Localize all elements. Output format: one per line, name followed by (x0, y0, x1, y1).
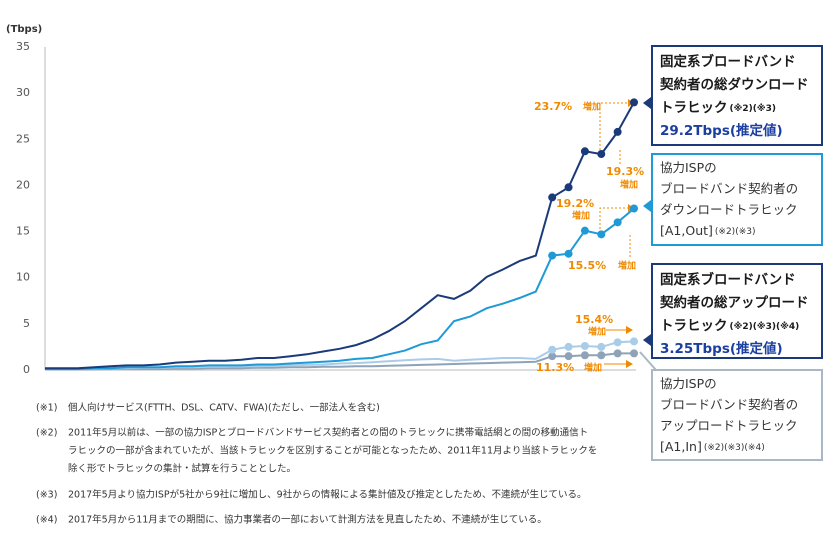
point (564, 352, 573, 361)
callout-line: ダウンロードトラヒック (660, 202, 798, 217)
point (580, 351, 589, 360)
point (597, 351, 606, 360)
footnote-mark: (※1) (36, 403, 57, 414)
y-unit: (Tbps) (6, 24, 42, 35)
callout-line: ブロードバンド契約者の (660, 397, 798, 412)
callout-note: (※2)(※3) (715, 227, 756, 237)
footnote-text: ラヒックの一部が含まれていたが、当該トラヒックを区別することが可能となったため、… (68, 445, 597, 457)
annotation-suffix: 増加 (618, 260, 636, 272)
callout-value: 29.2Tbps(推定値) (660, 122, 783, 139)
annotation-suffix: 増加 (583, 101, 601, 113)
footnote-text: 2017年5月より協力ISPが5社から9社に増加し、9社からの情報による集計値及… (68, 489, 586, 501)
callout-text: アップロードトラヒック (660, 418, 798, 433)
callout-text: 固定系ブロードバンド (660, 271, 796, 288)
annotation-suffix: 増加 (584, 362, 602, 374)
y-tick-label: 35 (16, 40, 30, 53)
callout-note: (※2)(※3) (730, 103, 776, 114)
callout-text: 固定系ブロードバンド (660, 53, 796, 70)
annotation-suffix: 増加 (572, 210, 590, 222)
callout-line: 固定系ブロードバンド (660, 53, 796, 70)
point (613, 338, 622, 347)
callout-line: 協力ISPの (660, 160, 717, 175)
callout-text: 契約者の総ダウンロード (659, 76, 809, 93)
callout-line: [A1,In] (※2)(※3)(※4) (660, 439, 765, 454)
point (613, 349, 622, 358)
callout-line: 固定系ブロードバンド (660, 271, 796, 288)
y-tick-label: 5 (23, 317, 30, 330)
callout-text: 協力ISPの (660, 376, 717, 391)
callout-text: [A1,In] (660, 439, 702, 454)
y-tick-label: 25 (16, 132, 30, 145)
annotation: 23.7% (534, 100, 572, 113)
footnote-mark: (※2) (36, 428, 57, 439)
point (564, 183, 573, 192)
series-line (45, 352, 634, 371)
series-line (45, 101, 635, 370)
point (630, 204, 638, 213)
point (548, 251, 557, 260)
callout-line: 契約者の総アップロード (659, 294, 809, 311)
callout-line: ブロードバンド契約者の (660, 181, 798, 196)
callout-text: ブロードバンド契約者の (660, 181, 798, 196)
callout-line: [A1,Out] (※2)(※3) (660, 223, 756, 238)
annotation-suffix: 増加 (588, 326, 606, 338)
point (597, 230, 606, 239)
point (630, 98, 638, 107)
point (580, 342, 589, 351)
callout-note: (※2)(※3)(※4) (730, 321, 800, 332)
callout-text: トラヒック (660, 318, 728, 334)
callout-line: アップロードトラヒック (660, 418, 798, 433)
point (630, 337, 638, 346)
point (597, 342, 606, 351)
callout-line: 契約者の総ダウンロード (659, 76, 809, 93)
point (564, 342, 573, 351)
footnote-mark: (※3) (36, 490, 57, 501)
point (597, 150, 606, 159)
annotation: 15.4% (575, 313, 613, 326)
y-tick-label: 10 (16, 271, 30, 284)
annotation-suffix: 増加 (620, 179, 638, 191)
footnote-text: 2017年5月から11月までの期間に、協力事業者の一部において計測方法を見直した… (68, 514, 547, 526)
callout-text: [A1,Out] (660, 223, 713, 238)
point (548, 193, 557, 202)
callout-text: 契約者の総アップロード (659, 294, 809, 311)
callout-text: 協力ISPの (660, 160, 717, 175)
series-line (45, 207, 635, 371)
callout-line: トラヒック (※2)(※3)(※4) (660, 318, 799, 334)
point (630, 349, 638, 358)
callout-text: トラヒック (660, 100, 728, 116)
footnote-text: 2011年5月以前は、一部の協力ISPとブロードバンドサービス契約者との間のトラ… (68, 427, 588, 439)
annotation: 11.3% (536, 361, 574, 374)
y-tick-label: 0 (23, 363, 30, 376)
callout-line: トラヒック (※2)(※3) (660, 100, 776, 116)
callout-note: (※2)(※3)(※4) (704, 443, 765, 453)
footnote-mark: (※4) (36, 515, 57, 526)
callout-text: ブロードバンド契約者の (660, 397, 798, 412)
y-tick-label: 30 (16, 86, 30, 99)
y-tick-label: 20 (16, 178, 30, 191)
callout-line: 協力ISPの (660, 376, 717, 391)
annotation: 19.3% (606, 165, 644, 178)
point (613, 127, 622, 136)
point (548, 345, 557, 354)
callout-text: ダウンロードトラヒック (660, 202, 798, 217)
footnote-text: 個人向けサービス(FTTH、DSL、CATV、FWA)(ただし、一部法人を含む) (68, 402, 380, 414)
annotation: 19.2% (556, 197, 594, 210)
y-tick-label: 15 (16, 225, 30, 238)
point (548, 352, 557, 361)
point (564, 249, 573, 258)
callout-value: 3.25Tbps(推定値) (660, 340, 783, 357)
footnote-text: 除く形でトラヒックの集計・試算を行うこととした。 (68, 463, 296, 475)
point (580, 147, 589, 156)
point (580, 226, 589, 235)
annotation: 15.5% (568, 259, 606, 272)
point (613, 218, 622, 227)
